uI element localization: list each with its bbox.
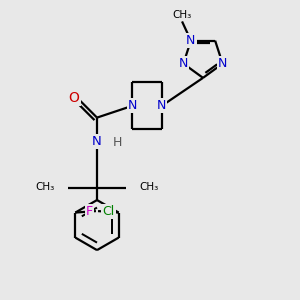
Text: Cl: Cl — [102, 205, 115, 218]
Text: N: N — [92, 135, 102, 148]
Text: N: N — [157, 99, 167, 112]
Text: CH₃: CH₃ — [172, 10, 192, 20]
Text: N: N — [186, 34, 196, 47]
Text: F: F — [85, 205, 93, 218]
Text: H: H — [113, 136, 122, 149]
Text: O: O — [69, 91, 80, 105]
Text: CH₃: CH₃ — [35, 182, 54, 192]
Text: N: N — [179, 57, 188, 70]
Text: CH₃: CH₃ — [140, 182, 159, 192]
Text: N: N — [128, 99, 137, 112]
Text: N: N — [218, 57, 227, 70]
